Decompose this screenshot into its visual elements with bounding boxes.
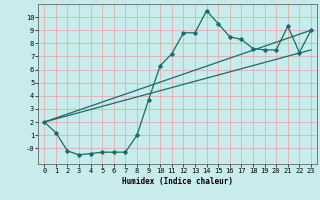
X-axis label: Humidex (Indice chaleur): Humidex (Indice chaleur) [122, 177, 233, 186]
